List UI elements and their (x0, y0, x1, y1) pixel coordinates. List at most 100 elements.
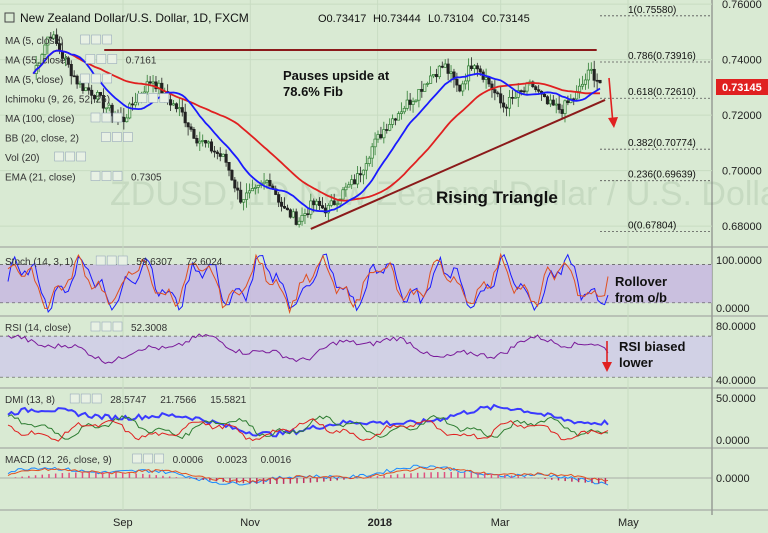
candle-body (493, 89, 497, 94)
candle-body (55, 34, 59, 44)
candle-body (504, 106, 509, 109)
ohlc-high: H0.73444 (373, 13, 421, 25)
macd-histogram-bar (571, 478, 573, 482)
macd-histogram-bar (376, 476, 379, 478)
price-tick-label: 0.74000 (722, 55, 762, 67)
time-tick-label: Nov (240, 517, 260, 529)
candle-body (461, 83, 465, 92)
fibonacci-levels: 1(0.75580) 0.786(0.73916) 0.618(0.72610) 0.… (600, 5, 712, 233)
stoch-line (7, 252, 609, 315)
dmi-value: 15.5821 (210, 395, 247, 406)
macd-histogram-bar (215, 478, 218, 482)
macd-histogram-bar (289, 478, 292, 484)
time-tick-label: May (618, 517, 639, 529)
candle-body (393, 118, 398, 121)
candle-body (510, 96, 514, 99)
macd-histogram-bar (524, 476, 526, 478)
candle-body (519, 90, 523, 92)
macd-histogram-bar (510, 475, 513, 478)
candle-body (341, 189, 345, 200)
indicator-eye-icon (85, 54, 96, 64)
candle-body (46, 36, 50, 46)
candle-body (239, 189, 243, 203)
price-tick-label: 0.76000 (722, 0, 762, 11)
fib-label: 0.382(0.70774) (628, 138, 696, 149)
macd-histogram-bar (34, 475, 37, 478)
rsi-tick-label: 80.0000 (716, 321, 756, 333)
collapse-icon[interactable] (4, 12, 15, 23)
candle-body (367, 157, 371, 164)
candle-body (247, 190, 252, 194)
candle-body (148, 81, 152, 84)
candle-body (496, 92, 500, 95)
fib-label: 1(0.75580) (628, 5, 676, 16)
fib-label: 0.236(0.69639) (628, 170, 696, 181)
macd-histogram-bar (28, 475, 30, 478)
macd-histogram-bar (108, 472, 111, 478)
candle-body (525, 82, 529, 92)
macd-histogram-bar (235, 478, 238, 483)
candle-body (542, 93, 547, 98)
macd-histogram-bar (497, 474, 499, 478)
indicator-gear-icon (101, 171, 112, 181)
candle-body (212, 150, 216, 153)
candle-body (402, 107, 406, 113)
candle-body (207, 141, 211, 144)
candle-body (566, 100, 570, 104)
macd-histogram-bar (48, 474, 50, 478)
candle-body (356, 173, 360, 185)
candle-body (379, 134, 383, 139)
gridlines (0, 0, 712, 510)
macd-histogram-bar (504, 474, 506, 478)
candle-body (323, 207, 327, 214)
macd-histogram-bar (155, 475, 157, 478)
candle-body (513, 96, 517, 99)
indicator-gear-icon (65, 151, 75, 162)
macd-histogram-bar (189, 478, 191, 479)
candle-body (177, 107, 181, 110)
macd-histogram-bar (222, 478, 225, 482)
macd-histogram-bar (390, 474, 392, 478)
candle-body (388, 124, 392, 131)
stoch-tick-label: 100.0000 (716, 255, 762, 267)
macd-histogram-bar (148, 474, 151, 478)
rsi-line (7, 333, 609, 364)
candle-body (326, 204, 330, 214)
indicator-label: Ichimoku (9, 26, 52, 26) (5, 95, 110, 106)
stoch-value: 72.6024 (186, 257, 223, 268)
macd-histogram-bar (450, 472, 452, 478)
macd-histogram-bar (323, 478, 325, 482)
macd-histogram-bar (577, 478, 580, 483)
candle-body (215, 151, 219, 154)
candle-body (475, 65, 479, 70)
macd-histogram-bar (296, 478, 298, 484)
indicator-close-icon (102, 73, 112, 84)
candle-body (300, 215, 304, 222)
macd-histogram-bar (309, 478, 312, 483)
macd-histogram-bar (142, 473, 144, 478)
stoch-note-line1: Rollover (615, 274, 667, 289)
macd-close-icon (154, 453, 164, 464)
candle-body (583, 79, 587, 85)
fib-label: 0(0.67804) (628, 221, 676, 232)
candle-body (198, 140, 202, 144)
candle-body (69, 63, 73, 77)
candle-body (236, 187, 240, 191)
candle-body (329, 200, 333, 206)
candle-body (507, 96, 512, 109)
dmi-value: 28.5747 (110, 395, 147, 406)
indicator-label: MA (5, close) (5, 36, 63, 47)
candle-body (131, 103, 135, 106)
candle-body (204, 140, 208, 144)
candle-body (169, 99, 173, 106)
price-tick-label: 0.70000 (722, 166, 762, 178)
rsi-close-icon (112, 321, 123, 332)
macd-value: 0.0006 (173, 455, 204, 466)
candle-body (443, 63, 447, 68)
indicator-close-icon (76, 151, 86, 162)
macd-histogram-bar (162, 475, 164, 478)
candle-body (180, 107, 184, 113)
candle-body (87, 87, 91, 91)
macd-value: 0.0016 (261, 455, 292, 466)
candle-body (171, 103, 176, 106)
